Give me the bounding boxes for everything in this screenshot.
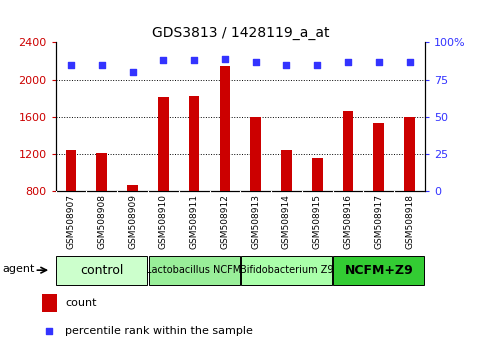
Text: count: count [66,298,97,308]
Point [128,69,136,75]
Text: GSM508914: GSM508914 [282,194,291,249]
FancyBboxPatch shape [241,256,332,285]
Text: NCFM+Z9: NCFM+Z9 [344,264,413,277]
Bar [158,97,169,191]
Point [344,59,352,65]
Point [190,57,198,63]
FancyBboxPatch shape [149,256,240,285]
Point [375,59,383,65]
Text: GSM508908: GSM508908 [97,194,106,249]
Point [67,62,75,68]
Point [45,328,53,334]
Text: Lactobacillus NCFM: Lactobacillus NCFM [146,265,242,275]
Bar [281,150,292,191]
Point [98,62,106,68]
Point [252,59,259,65]
Text: GSM508918: GSM508918 [405,194,414,249]
Point [159,57,167,63]
Bar [250,117,261,191]
Bar [342,111,354,191]
Title: GDS3813 / 1428119_a_at: GDS3813 / 1428119_a_at [152,26,329,40]
Point [313,62,321,68]
Bar [312,158,323,191]
Text: agent: agent [3,264,35,274]
Text: Bifidobacterium Z9: Bifidobacterium Z9 [240,265,333,275]
Bar [96,153,107,191]
Text: GSM508916: GSM508916 [343,194,353,249]
FancyBboxPatch shape [333,256,425,285]
Bar [127,185,138,191]
Text: GSM508917: GSM508917 [374,194,384,249]
Bar [404,117,415,191]
Bar [219,66,230,191]
Text: GSM508913: GSM508913 [251,194,260,249]
Bar [189,96,199,191]
Point [406,59,413,65]
Point [283,62,290,68]
Point [221,56,229,62]
Text: GSM508907: GSM508907 [67,194,75,249]
Text: GSM508911: GSM508911 [190,194,199,249]
Text: control: control [80,264,124,277]
FancyBboxPatch shape [56,256,147,285]
Text: GSM508909: GSM508909 [128,194,137,249]
Bar [42,294,57,312]
Text: GSM508910: GSM508910 [159,194,168,249]
Bar [66,150,76,191]
Text: GSM508912: GSM508912 [220,194,229,249]
Text: percentile rank within the sample: percentile rank within the sample [66,326,253,336]
Text: GSM508915: GSM508915 [313,194,322,249]
Bar [373,123,384,191]
